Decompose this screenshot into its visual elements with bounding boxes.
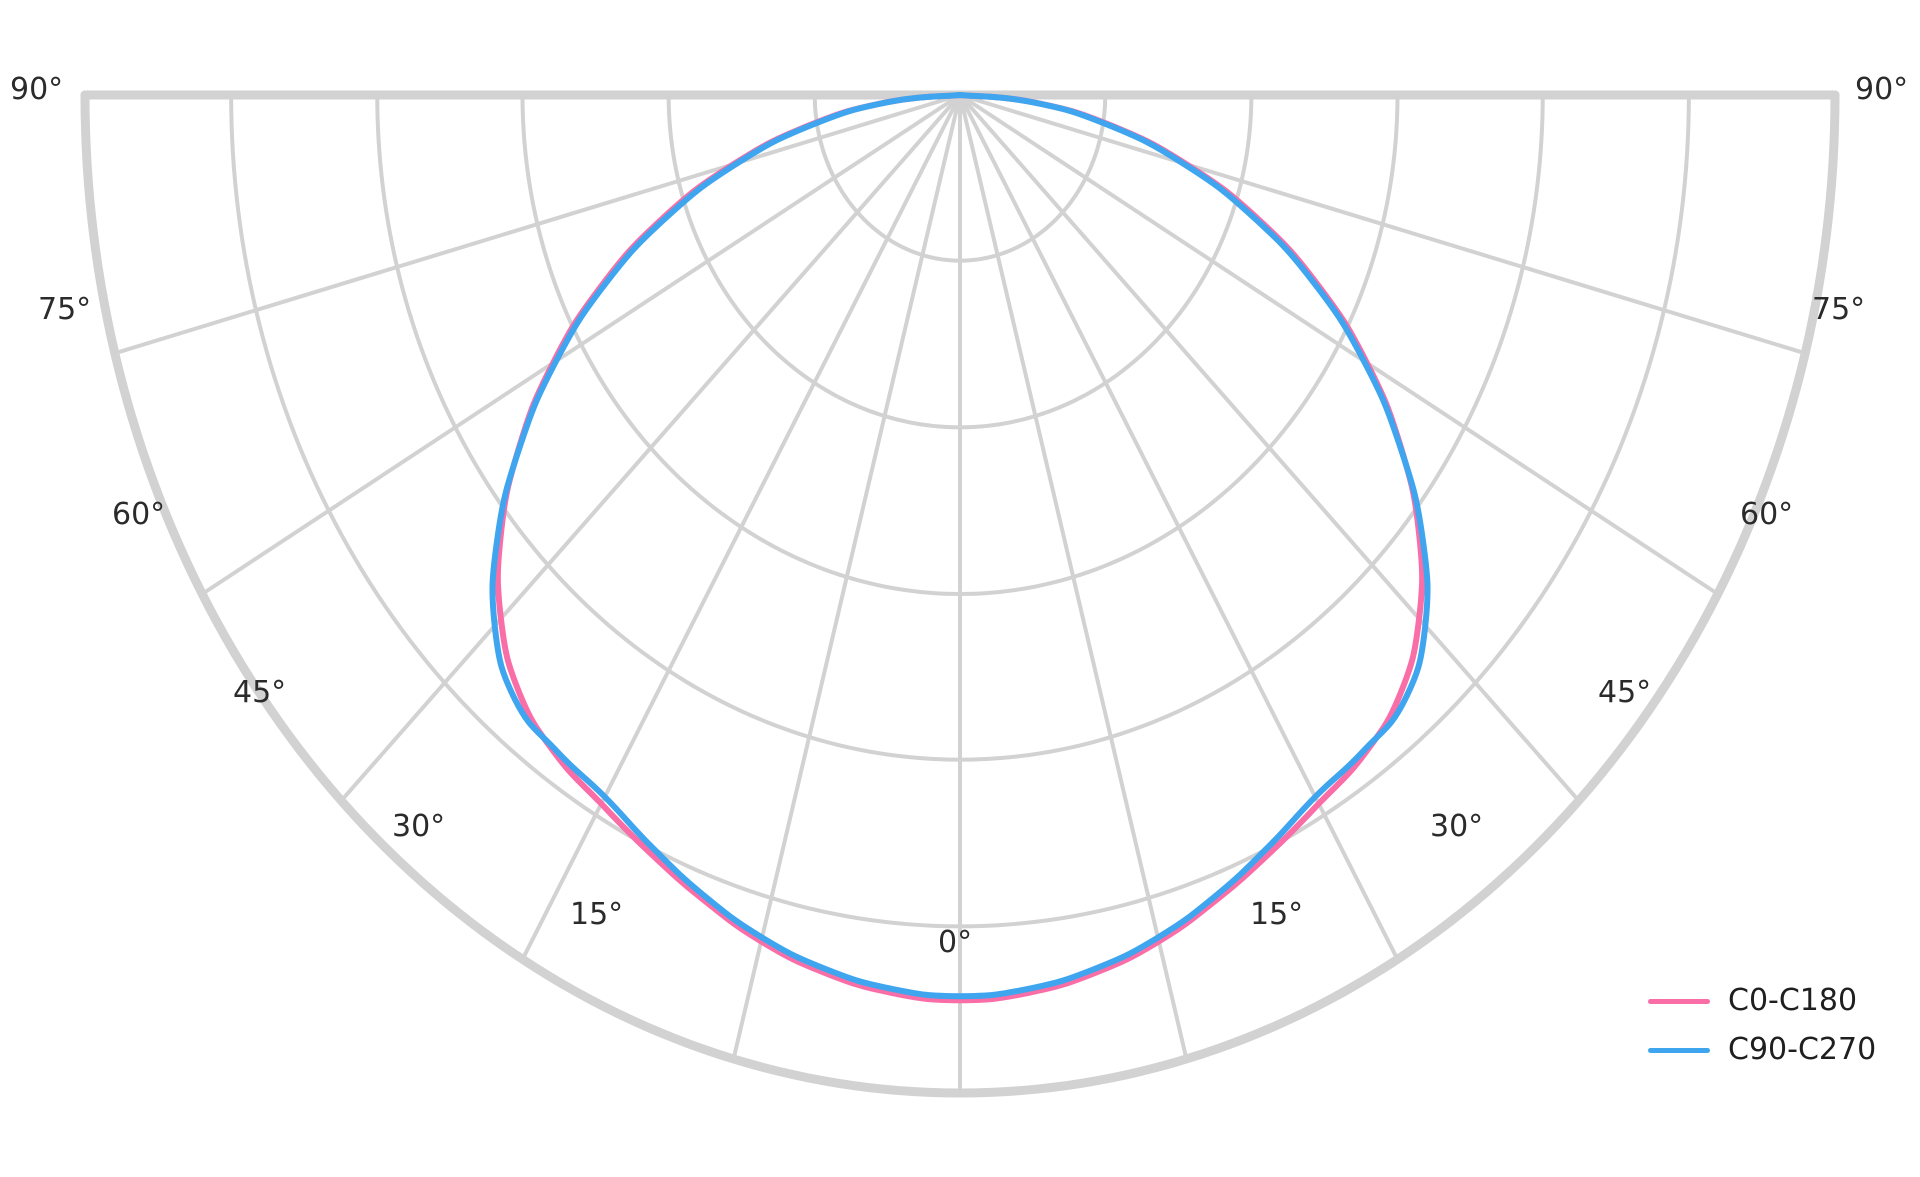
polar-spoke-inner-75deg (958, 93, 1103, 140)
polar-spoke-inner-45deg (958, 93, 1065, 215)
polar-spoke-45deg (339, 210, 860, 803)
polar-spoke-inner-15deg (958, 93, 1000, 258)
legend-item-c90-c270[interactable]: C90-C270 (1648, 1035, 1876, 1065)
angle-label-left-30deg: 30° (392, 809, 446, 844)
series-curve-c90-c270[interactable] (489, 92, 1431, 1000)
angle-label-right-45deg: 45° (1598, 675, 1652, 710)
polar-spoke-inner-30deg (885, 93, 962, 241)
angle-label-right-30deg: 30° (1430, 809, 1484, 844)
angle-label-right-15deg: 15° (1250, 897, 1304, 932)
polar-spoke-inner-60deg (958, 93, 1088, 180)
angle-label-right-75deg: 75° (1812, 292, 1866, 327)
angle-label-left-75deg: 75° (38, 292, 92, 327)
legend-label-c90-c270: C90-C270 (1728, 1032, 1877, 1067)
polar-spoke-75deg (1098, 135, 1808, 356)
angle-label-right-60deg: 60° (1740, 497, 1794, 532)
chart-legend: C0-C180 C90-C270 (1648, 986, 1876, 1065)
polar-spoke-inner-60deg (832, 93, 962, 180)
polar-spoke-inner-75deg (817, 93, 962, 140)
polar-series-layer (489, 92, 1431, 1004)
angle-label-center-0deg: 0° (938, 925, 973, 960)
angle-label-left-45deg: 45° (233, 675, 287, 710)
angle-label-left-90deg: 90° (10, 72, 64, 107)
legend-item-c0-c180[interactable]: C0-C180 (1648, 986, 1876, 1016)
polar-spoke-inner-15deg (920, 93, 962, 258)
legend-swatch-c0-c180 (1648, 998, 1710, 1004)
angle-label-left-15deg: 15° (570, 897, 624, 932)
polar-spoke-inner-45deg (855, 93, 962, 215)
polar-spoke-inner-30deg (958, 93, 1035, 241)
polar-spoke-15deg (731, 253, 925, 1061)
polar-spoke-30deg (520, 236, 890, 962)
polar-spoke-60deg (200, 175, 837, 596)
polar-spoke-15deg (995, 253, 1189, 1061)
polar-spoke-75deg (112, 135, 822, 356)
polar-spoke-45deg (1060, 210, 1581, 803)
angle-label-left-60deg: 60° (112, 497, 166, 532)
polar-spoke-30deg (1030, 236, 1400, 962)
legend-label-c0-c180: C0-C180 (1728, 983, 1858, 1018)
angle-label-right-90deg: 90° (1855, 72, 1909, 107)
polar-grid (80, 90, 1840, 1098)
polar-spoke-60deg (1083, 175, 1720, 596)
legend-swatch-c90-c270 (1648, 1047, 1710, 1053)
